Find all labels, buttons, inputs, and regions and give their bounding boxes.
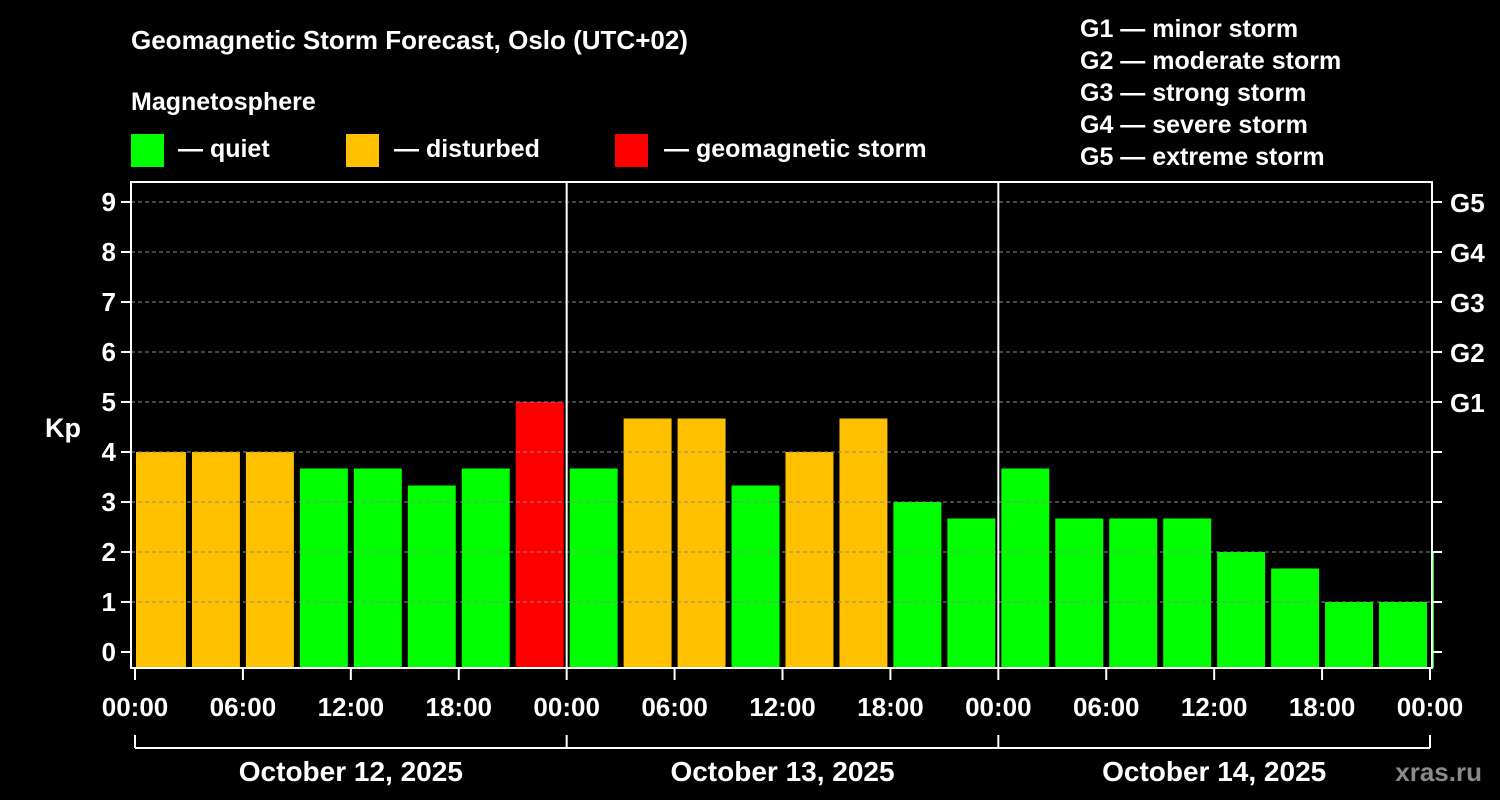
kp-bar xyxy=(1433,552,1434,668)
day-label: October 12, 2025 xyxy=(239,756,463,787)
y-tick-label: 3 xyxy=(102,487,116,517)
legend-heading: Magnetosphere xyxy=(131,88,316,116)
kp-bar xyxy=(785,452,834,668)
y-tick-label: 5 xyxy=(102,387,116,417)
y-tick-label: 7 xyxy=(102,287,116,317)
x-tick-label: 18:00 xyxy=(426,692,493,722)
y-tick-label: 6 xyxy=(102,337,116,367)
chart-title: Geomagnetic Storm Forecast, Oslo (UTC+02… xyxy=(131,25,688,55)
x-tick-label: 00:00 xyxy=(1397,692,1464,722)
y-tick-label: 2 xyxy=(102,537,116,567)
storm-scale-g4: G4 — severe storm xyxy=(1080,111,1308,139)
legend-swatch-storm xyxy=(615,134,648,167)
kp-bar xyxy=(623,418,672,668)
kp-bar xyxy=(1055,518,1104,668)
day-label: October 13, 2025 xyxy=(670,756,894,787)
y-tick-label: 1 xyxy=(102,587,116,617)
legend-label-disturbed: — disturbed xyxy=(394,135,540,163)
kp-bar xyxy=(515,402,564,668)
kp-bar xyxy=(1379,602,1427,668)
x-tick-label: 06:00 xyxy=(641,692,708,722)
kp-bar xyxy=(677,418,726,668)
y-tick-label: 0 xyxy=(102,637,116,667)
kp-bar xyxy=(893,502,942,668)
kp-bar xyxy=(1001,468,1050,668)
day-label: October 14, 2025 xyxy=(1102,756,1326,787)
legend-label-storm: — geomagnetic storm xyxy=(664,135,927,163)
kp-bar xyxy=(407,485,456,668)
storm-level-label: G1 xyxy=(1450,388,1485,418)
x-tick-label: 06:00 xyxy=(1073,692,1140,722)
kp-bar xyxy=(569,468,618,668)
kp-bar xyxy=(353,468,402,668)
y-tick-label: 4 xyxy=(102,437,117,467)
kp-bar xyxy=(1217,552,1266,668)
storm-level-label: G5 xyxy=(1450,188,1485,218)
y-tick-label: 8 xyxy=(102,237,116,267)
legend-label-quiet: — quiet xyxy=(178,135,270,163)
legend-swatch-quiet xyxy=(131,134,164,167)
plot-area: 0 1 2 3 4 5 6 7 8 9 G1 G2 G3 G4 G5 00:00 06:00 12:00 18:00… xyxy=(102,181,1485,787)
watermark: xras.ru xyxy=(1395,757,1482,787)
x-tick-label: 00:00 xyxy=(533,692,600,722)
kp-bar xyxy=(839,418,888,668)
kp-bar xyxy=(1325,602,1374,668)
kp-bar xyxy=(299,468,348,668)
x-tick-label: 12:00 xyxy=(1181,692,1248,722)
legend-swatch-disturbed xyxy=(346,134,379,167)
x-tick-label: 00:00 xyxy=(102,692,169,722)
kp-bar xyxy=(947,518,996,668)
kp-bar xyxy=(1163,518,1212,668)
storm-scale-g3: G3 — strong storm xyxy=(1080,79,1306,107)
storm-level-label: G2 xyxy=(1450,338,1485,368)
y-tick-label: 9 xyxy=(102,187,116,217)
x-tick-label: 18:00 xyxy=(1289,692,1356,722)
storm-scale-g1: G1 — minor storm xyxy=(1080,15,1298,43)
x-tick-label: 12:00 xyxy=(318,692,385,722)
storm-level-label: G4 xyxy=(1450,238,1485,268)
y-axis-label: Kp xyxy=(45,413,81,443)
kp-bar xyxy=(245,452,294,668)
kp-bar xyxy=(136,452,186,668)
storm-scale-g2: G2 — moderate storm xyxy=(1080,47,1341,75)
storm-scale-g5: G5 — extreme storm xyxy=(1080,143,1325,171)
kp-bar xyxy=(1271,568,1320,668)
x-tick-label: 12:00 xyxy=(749,692,816,722)
kp-bar xyxy=(191,452,240,668)
x-tick-label: 18:00 xyxy=(857,692,924,722)
kp-bar xyxy=(1109,518,1158,668)
x-tick-label: 06:00 xyxy=(210,692,277,722)
storm-level-label: G3 xyxy=(1450,288,1485,318)
kp-bar xyxy=(461,468,510,668)
x-tick-label: 00:00 xyxy=(965,692,1032,722)
kp-bar xyxy=(731,485,780,668)
